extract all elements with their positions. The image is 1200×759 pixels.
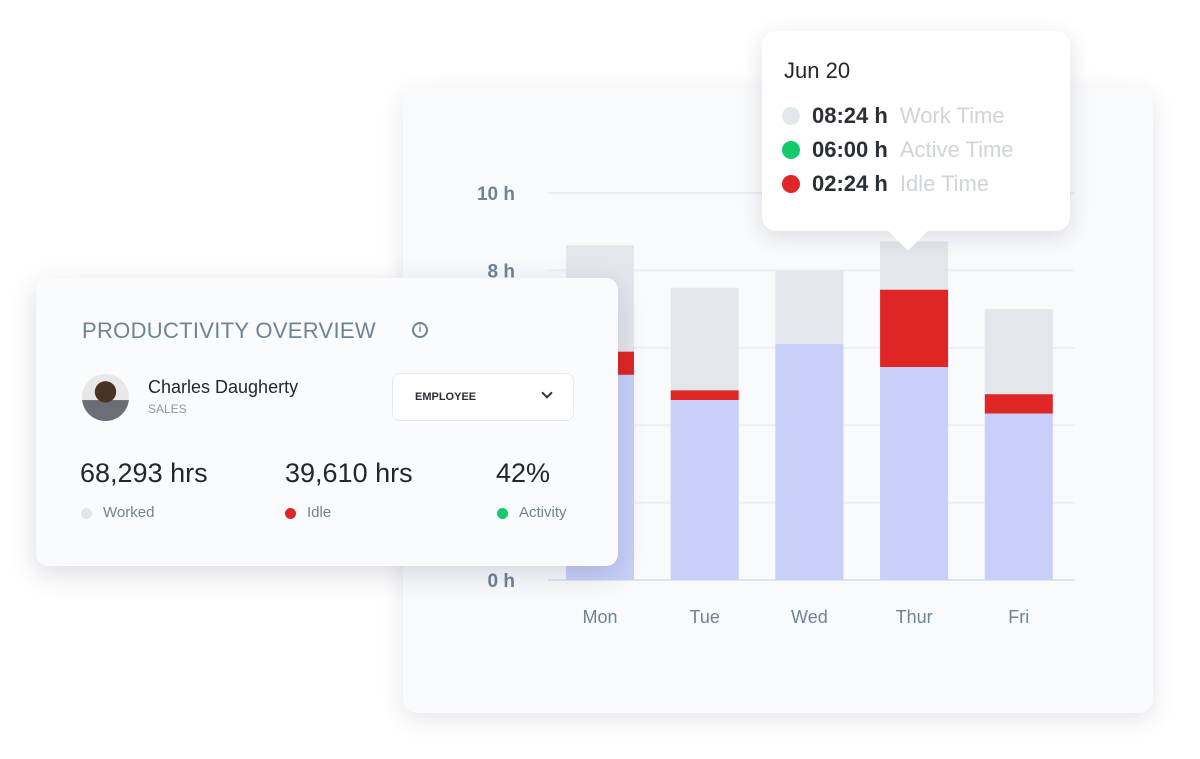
tooltip-date: Jun 20 <box>784 58 851 83</box>
worked-value: 68,293 hrs <box>80 458 208 488</box>
bar-active-time <box>775 343 844 580</box>
role-select-value: EMPLOYEE <box>415 391 477 403</box>
tooltip-row-idle: 02:24 h Idle Time <box>782 171 989 197</box>
bar-idle-time <box>984 394 1053 414</box>
card-title: PRODUCTIVITY OVERVIEW <box>82 318 376 343</box>
user-name: Charles Daugherty <box>148 377 299 397</box>
legend-worked: Worked <box>81 504 154 521</box>
bar-active-time <box>984 413 1053 580</box>
x-tick-label: Wed <box>791 607 828 627</box>
active-dot-icon <box>782 141 800 159</box>
work-dot-icon <box>782 107 800 125</box>
bar-active-time <box>880 367 949 580</box>
chevron-down-icon <box>541 387 553 399</box>
tooltip-row-work: 08:24 h Work Time <box>782 103 1005 129</box>
bar-active-time <box>670 400 739 580</box>
productivity-overview-card: PRODUCTIVITY OVERVIEW i Charles Daughert… <box>36 278 618 566</box>
legend-idle: Idle <box>285 504 331 521</box>
activity-dot-icon <box>497 508 508 519</box>
idle-dot-icon <box>782 175 800 193</box>
bar-chart: 0 h 8 h 10 h Mon Tue Wed Thur Fri <box>477 184 1075 627</box>
y-tick-label: 0 h <box>488 571 515 592</box>
avatar <box>82 374 129 421</box>
bar-idle-time <box>670 390 739 401</box>
bar-idle-time <box>880 289 949 368</box>
activity-value: 42% <box>496 458 551 488</box>
worked-dot-icon <box>81 508 92 519</box>
x-tick-label: Tue <box>690 607 720 627</box>
legend-activity: Activity <box>497 504 567 521</box>
idle-value: 39,610 hrs <box>285 458 413 488</box>
x-tick-label: Thur <box>896 607 933 627</box>
y-tick-label: 8 h <box>488 261 515 282</box>
x-tick-label: Mon <box>582 607 617 627</box>
chart-tooltip: Jun 20 08:24 h Work Time 06:00 h Active Ti… <box>762 31 1070 231</box>
y-tick-label: 10 h <box>477 184 515 205</box>
role-select[interactable]: EMPLOYEE <box>392 373 574 421</box>
info-icon[interactable]: i <box>412 322 428 338</box>
tooltip-row-active: 06:00 h Active Time <box>782 137 1014 163</box>
x-tick-label: Fri <box>1008 607 1029 627</box>
idle-dot-icon <box>285 508 296 519</box>
user-department: SALES <box>148 402 187 416</box>
